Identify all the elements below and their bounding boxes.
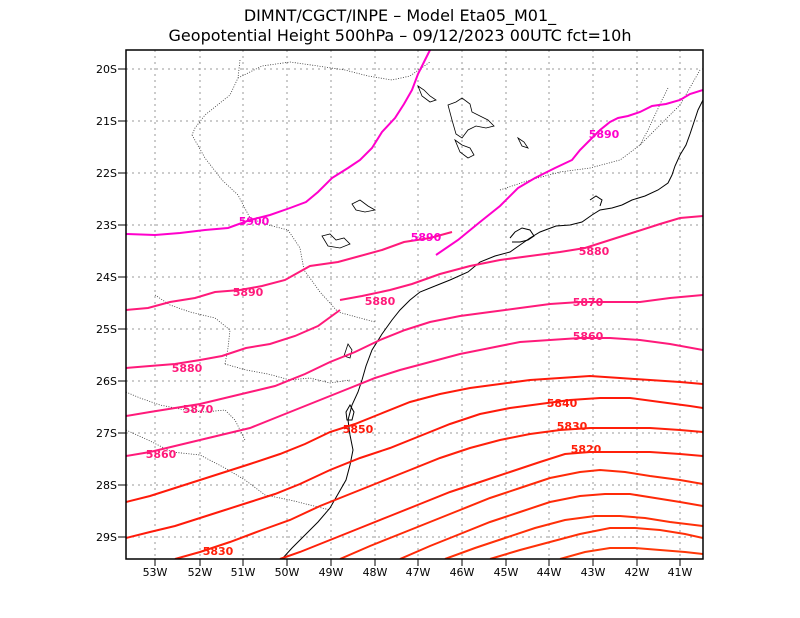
contour-label: 5890 [411,231,442,244]
contour-5850 [126,374,703,503]
coastline [281,99,703,559]
contour-5780 [489,527,703,559]
map-frame [125,49,704,560]
map-title-line-2: Geopotential Height 500hPa – 09/12/2023 … [168,26,632,45]
lat-label: 20S [96,63,117,76]
border-ms-mg [191,134,289,231]
contours [126,50,703,559]
contour-label: 5870 [573,296,604,309]
contour-5800 [399,493,703,559]
lon-label: 47W [406,566,431,579]
lon-label: 45W [494,566,519,579]
lat-lon-grid [126,50,703,559]
coastline-bay-1 [509,227,535,243]
lat-label: 23S [96,219,117,232]
contour-label: 5880 [579,245,610,258]
contour-label: 5880 [365,295,396,308]
reservoir-6 [516,136,529,149]
coastline-sp [434,204,623,287]
lat-label: 24S [96,271,117,284]
coastline-bay-2 [589,195,603,207]
contour-label: 5900 [239,215,270,228]
contour-5890-w [126,231,453,311]
contour-label: 5880 [172,362,203,375]
reservoir-4 [351,199,377,213]
lat-labels: 20S 21S 22S 23S 24S 25S 26S 27S 28S 29S [96,63,117,544]
lon-label: 52W [188,566,213,579]
lon-label: 49W [319,566,344,579]
lat-label: 29S [96,531,117,544]
contour-label: 5870 [183,403,214,416]
border-mg-es [639,87,669,146]
lat-label: 27S [96,427,117,440]
lat-label: 22S [96,167,117,180]
reservoir-1 [447,97,495,139]
reservoir-2 [454,138,475,159]
contour-5770 [559,547,703,559]
contour-label: 5860 [146,448,177,461]
lat-label: 28S [96,479,117,492]
state-borders [126,59,701,511]
contour-label: 5830 [203,545,234,558]
border-ms-pr [191,59,241,136]
map-title-line-1: DIMNT/CGCT/INPE – Model Eta05_M01_ [243,6,557,25]
contour-5880-mid [339,215,703,301]
lon-label: 46W [450,566,475,579]
axis-ticks [118,68,681,566]
contour-5890-ne [435,89,703,256]
reservoir-3 [321,233,351,249]
contour-label: 5830 [557,420,588,433]
contour-label: 5840 [547,397,578,410]
lon-label: 51W [231,566,256,579]
contour-5810 [339,468,703,559]
lon-label: 42W [625,566,650,579]
lon-label: 44W [537,566,562,579]
lon-labels: 53W 52W 51W 50W 49W 48W 47W 46W 45W 44W … [143,566,693,579]
border-pr-sc [224,363,351,384]
border-sc-rs [126,429,331,511]
lon-label: 50W [275,566,300,579]
reservoir-5 [417,84,437,103]
lat-label: 25S [96,323,117,336]
contour-label: 5820 [571,443,602,456]
lon-label: 48W [363,566,388,579]
contour-5900-east [126,50,431,237]
border-pr-sp [287,229,376,323]
reservoirs [321,84,529,359]
contour-labels: 5900 5890 5890 5890 5880 5880 5880 5870 … [146,128,620,558]
contour-label: 5890 [589,128,620,141]
coastline-south [281,285,436,559]
contour-5840 [126,397,703,539]
border-sp-mg [237,61,431,81]
contour-label: 5890 [233,286,264,299]
lon-label: 53W [143,566,168,579]
contour-5790 [444,515,703,559]
border-paraguay [154,294,231,365]
lat-label: 21S [96,115,117,128]
contour-5870 [126,294,703,417]
contour-5880-w [126,309,341,369]
contour-5830 [174,427,703,559]
contour-5820 [279,451,703,559]
island-sc [345,403,355,421]
lat-label: 26S [96,375,117,388]
contour-label: 5850 [343,423,374,436]
reservoir-7 [343,343,353,359]
lon-label: 41W [668,566,693,579]
contour-5860 [126,337,703,457]
contour-label: 5860 [573,330,604,343]
coastline-rj [621,99,703,206]
lon-label: 43W [581,566,606,579]
